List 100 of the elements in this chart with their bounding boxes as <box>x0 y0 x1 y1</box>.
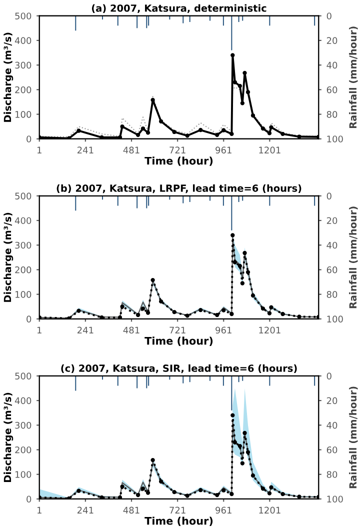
x-tick-label: 241 <box>77 326 94 334</box>
point <box>222 128 226 132</box>
point <box>118 315 122 319</box>
point <box>280 132 285 136</box>
y-tick-label: 200 <box>15 446 32 454</box>
x-axis-title: Time (hour) <box>144 516 213 526</box>
point <box>260 306 266 311</box>
point <box>230 312 234 316</box>
y-tick-label: 100 <box>16 110 32 118</box>
x-tick-label: 721 <box>170 146 186 154</box>
y-tick-label: 500 <box>15 372 32 380</box>
y-tick-label: 400 <box>14 397 32 404</box>
y2-tick-label: 60 <box>326 86 338 94</box>
point <box>238 264 242 268</box>
point <box>242 70 247 76</box>
point <box>150 458 155 462</box>
point <box>222 488 226 492</box>
x-tick-label: 961 <box>216 326 232 334</box>
x-tick-label: 721 <box>170 326 186 334</box>
y-tick-label: 0 <box>26 136 32 142</box>
point <box>120 484 124 489</box>
y2-tick-label: 0 <box>326 372 332 380</box>
point <box>198 308 203 312</box>
point <box>297 494 302 499</box>
point <box>232 80 238 84</box>
y-tick-label: 300 <box>15 62 32 69</box>
y2-axis-title: Rainfall (mm/hour) <box>349 206 358 308</box>
x-tick-label: 481 <box>123 146 140 154</box>
y2-tick-label: 100 <box>327 316 343 322</box>
point <box>185 134 190 138</box>
point <box>238 444 242 448</box>
y-tick-label: 100 <box>16 471 32 478</box>
y-tick-label: 200 <box>15 86 32 94</box>
y2-tick-label: 40 <box>326 242 338 249</box>
point <box>267 491 272 496</box>
point <box>242 250 247 256</box>
point <box>140 126 146 131</box>
point <box>250 293 256 298</box>
chart-title: (c) 2007, Katsura, SIR, lead time=6 (hours) <box>61 364 297 374</box>
point <box>146 130 150 135</box>
point <box>172 310 176 314</box>
point <box>76 128 81 133</box>
point <box>215 492 220 498</box>
point <box>185 494 190 498</box>
y2-tick-label: 80 <box>326 471 338 478</box>
point <box>222 308 226 312</box>
point <box>267 131 272 136</box>
point <box>297 314 302 319</box>
x-tick-label: 481 <box>123 506 140 514</box>
point <box>240 281 245 286</box>
y2-axis-title: Rainfall (mm/hour) <box>349 386 358 488</box>
point <box>118 495 122 499</box>
point <box>269 125 274 130</box>
point <box>232 440 238 444</box>
y-tick-label: 100 <box>16 291 32 298</box>
y-tick-label: 400 <box>14 37 32 44</box>
point <box>158 119 164 124</box>
point <box>120 304 124 309</box>
x-tick-label: 961 <box>216 146 232 154</box>
point <box>198 488 203 492</box>
y-tick-label: 200 <box>15 266 32 274</box>
point <box>136 312 140 318</box>
x-tick-label: 1201 <box>259 326 280 334</box>
y-tick-label: 400 <box>14 217 32 224</box>
point <box>158 479 164 484</box>
point <box>198 128 203 132</box>
x-tick-label: 1201 <box>259 146 280 154</box>
x-tick-label: 1201 <box>259 506 280 514</box>
point <box>185 314 190 318</box>
y2-tick-label: 20 <box>326 397 338 404</box>
point <box>100 495 104 499</box>
point <box>158 299 164 304</box>
y-tick-label: 500 <box>15 12 32 20</box>
x-tick-label: 481 <box>123 326 140 334</box>
y-tick-label: 0 <box>26 316 32 322</box>
y2-tick-label: 100 <box>327 496 343 503</box>
point <box>146 490 150 495</box>
point <box>146 310 150 315</box>
y2-tick-label: 80 <box>326 110 338 118</box>
point <box>120 124 124 129</box>
point <box>246 90 250 94</box>
x-axis-title: Time (hour) <box>144 336 213 346</box>
x-tick-label: 241 <box>77 146 94 154</box>
y2-tick-label: 40 <box>326 62 338 69</box>
y2-tick-label: 20 <box>326 217 338 224</box>
y-tick-label: 300 <box>15 422 32 429</box>
point <box>100 135 104 139</box>
y2-tick-label: 0 <box>326 12 332 20</box>
point <box>230 413 235 418</box>
point <box>240 461 245 466</box>
point <box>260 486 266 491</box>
x-tick-label: 721 <box>170 506 186 514</box>
point <box>230 233 235 238</box>
point <box>100 315 104 319</box>
point <box>150 98 155 102</box>
point <box>230 132 234 136</box>
point <box>76 488 81 493</box>
point <box>250 474 256 478</box>
point <box>280 492 285 496</box>
y2-tick-label: 40 <box>326 422 338 429</box>
